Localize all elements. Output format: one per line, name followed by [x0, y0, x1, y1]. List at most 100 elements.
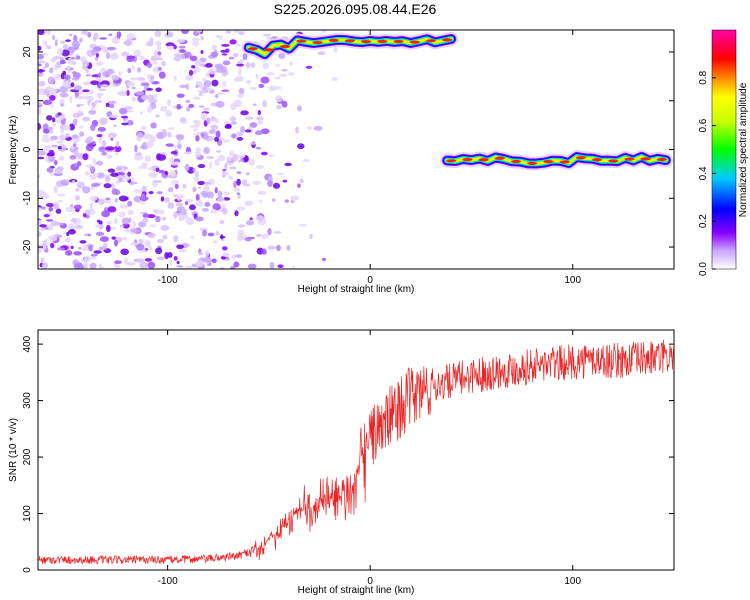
heatmap-lower-ridge-peak	[640, 157, 651, 161]
heatmap-noise-blob	[200, 132, 205, 138]
heatmap-ytick-label: 20	[22, 46, 33, 58]
heatmap-noise-blob	[155, 215, 161, 223]
heatmap-noise-blob	[78, 262, 83, 268]
heatmap-lower-ridge-peak	[478, 158, 489, 162]
heatmap-noise-blob	[178, 215, 185, 222]
heatmap-noise-blob	[192, 41, 200, 47]
heatmap-noise-blob	[38, 219, 43, 225]
colorbar-tick-label: 0.6	[698, 118, 709, 132]
heatmap-lower-ridge-peak	[527, 161, 538, 166]
heatmap-noise-blob	[208, 129, 216, 134]
heatmap-noise-blob	[165, 110, 172, 117]
heatmap-noise-blob	[40, 257, 45, 263]
heatmap-noise-blob	[289, 61, 294, 66]
heatmap-noise-blob	[275, 63, 280, 68]
heatmap-noise-blob	[59, 59, 66, 65]
heatmap-noise-blob	[203, 147, 210, 155]
heatmap-noise-blob	[74, 224, 84, 229]
heatmap-noise-blob	[275, 95, 283, 103]
heatmap-noise-blob	[101, 140, 107, 148]
heatmap-noise-blob	[52, 117, 56, 123]
heatmap-noise-blob	[257, 120, 264, 125]
heatmap-noise-blob	[260, 233, 270, 239]
heatmap-upper-ridge-peak	[296, 39, 307, 43]
heatmap-noise-blob	[126, 261, 136, 266]
heatmap-noise-blob	[101, 151, 107, 156]
heatmap-ytick-label: -10	[22, 191, 33, 206]
heatmap-noise-blob	[148, 246, 153, 251]
heatmap-noise-blob	[105, 146, 115, 151]
heatmap-noise-blob	[46, 167, 54, 173]
heatmap-noise-blob	[105, 154, 113, 159]
heatmap-noise-blob	[238, 31, 245, 36]
heatmap-noise-blob	[84, 255, 91, 263]
heatmap-noise-blob	[130, 77, 139, 81]
heatmap-noise-blob	[161, 216, 167, 221]
heatmap-noise-blob	[219, 35, 223, 40]
heatmap-noise-blob	[177, 144, 182, 150]
heatmap-noise-blob	[271, 198, 276, 203]
heatmap-noise-blob	[218, 137, 225, 141]
heatmap-noise-blob	[110, 227, 117, 230]
heatmap-noise-blob	[221, 53, 228, 56]
heatmap-noise-blob	[113, 145, 122, 153]
heatmap-noise-blob	[139, 261, 148, 269]
heatmap-noise-blob	[144, 239, 151, 247]
heatmap-noise-blob	[91, 183, 101, 187]
heatmap-noise-blob	[127, 200, 133, 207]
heatmap-noise-blob	[108, 33, 113, 37]
heatmap-noise-blob	[176, 265, 183, 268]
heatmap-noise-blob	[203, 80, 212, 88]
heatmap-noise-blob	[286, 244, 291, 251]
heatmap-noise-blob	[158, 71, 166, 79]
heatmap-noise-blob	[42, 65, 47, 69]
heatmap-noise-blob	[147, 167, 153, 171]
heatmap-noise-blob	[230, 121, 237, 125]
heatmap-noise-blob	[89, 173, 97, 181]
heatmap-noise-blob	[248, 159, 256, 166]
heatmap-noise-blob	[305, 65, 313, 69]
heatmap-noise-layer	[38, 30, 339, 269]
heatmap-noise-blob	[38, 53, 44, 60]
heatmap-noise-blob	[178, 45, 186, 49]
heatmap-noise-blob	[138, 165, 142, 170]
heatmap-upper-ridge-peak	[312, 40, 323, 45]
heatmap-noise-blob	[184, 163, 190, 171]
snr-frame	[37, 329, 675, 571]
heatmap-noise-blob	[246, 115, 251, 121]
heatmap-noise-blob	[200, 35, 204, 41]
heatmap-noise-blob	[155, 114, 160, 118]
heatmap-noise-blob	[99, 37, 108, 40]
heatmap-noise-blob	[331, 77, 339, 81]
heatmap-noise-blob	[156, 153, 162, 161]
heatmap-noise-blob	[205, 63, 213, 68]
heatmap-noise-blob	[147, 261, 156, 269]
heatmap-noise-blob	[288, 72, 295, 76]
heatmap-noise-blob	[276, 172, 285, 176]
heatmap-noise-blob	[99, 236, 109, 243]
heatmap-noise-blob	[216, 92, 225, 96]
heatmap-noise-blob	[106, 221, 113, 225]
heatmap-noise-blob	[60, 40, 66, 44]
heatmap-noise-blob	[38, 80, 46, 87]
heatmap-noise-blob	[165, 143, 174, 147]
heatmap-noise-blob	[250, 142, 256, 145]
heatmap-noise-blob	[185, 74, 194, 81]
heatmap-noise-blob	[236, 178, 241, 186]
heatmap-noise-blob	[51, 56, 56, 64]
heatmap-noise-blob	[168, 187, 174, 193]
heatmap-noise-blob	[90, 253, 98, 257]
heatmap-noise-blob	[211, 44, 218, 50]
heatmap-noise-blob	[181, 120, 187, 125]
heatmap-noise-blob	[258, 199, 263, 203]
heatmap-noise-blob	[98, 117, 108, 126]
heatmap-noise-blob	[55, 113, 59, 119]
heatmap-noise-blob	[239, 58, 244, 64]
heatmap-noise-blob	[164, 197, 170, 203]
heatmap-noise-blob	[164, 170, 168, 176]
heatmap-noise-blob	[249, 217, 253, 221]
heatmap-noise-blob	[220, 255, 226, 260]
heatmap-noise-blob	[194, 151, 202, 158]
heatmap-noise-blob	[214, 158, 220, 166]
heatmap-noise-blob	[89, 208, 96, 216]
